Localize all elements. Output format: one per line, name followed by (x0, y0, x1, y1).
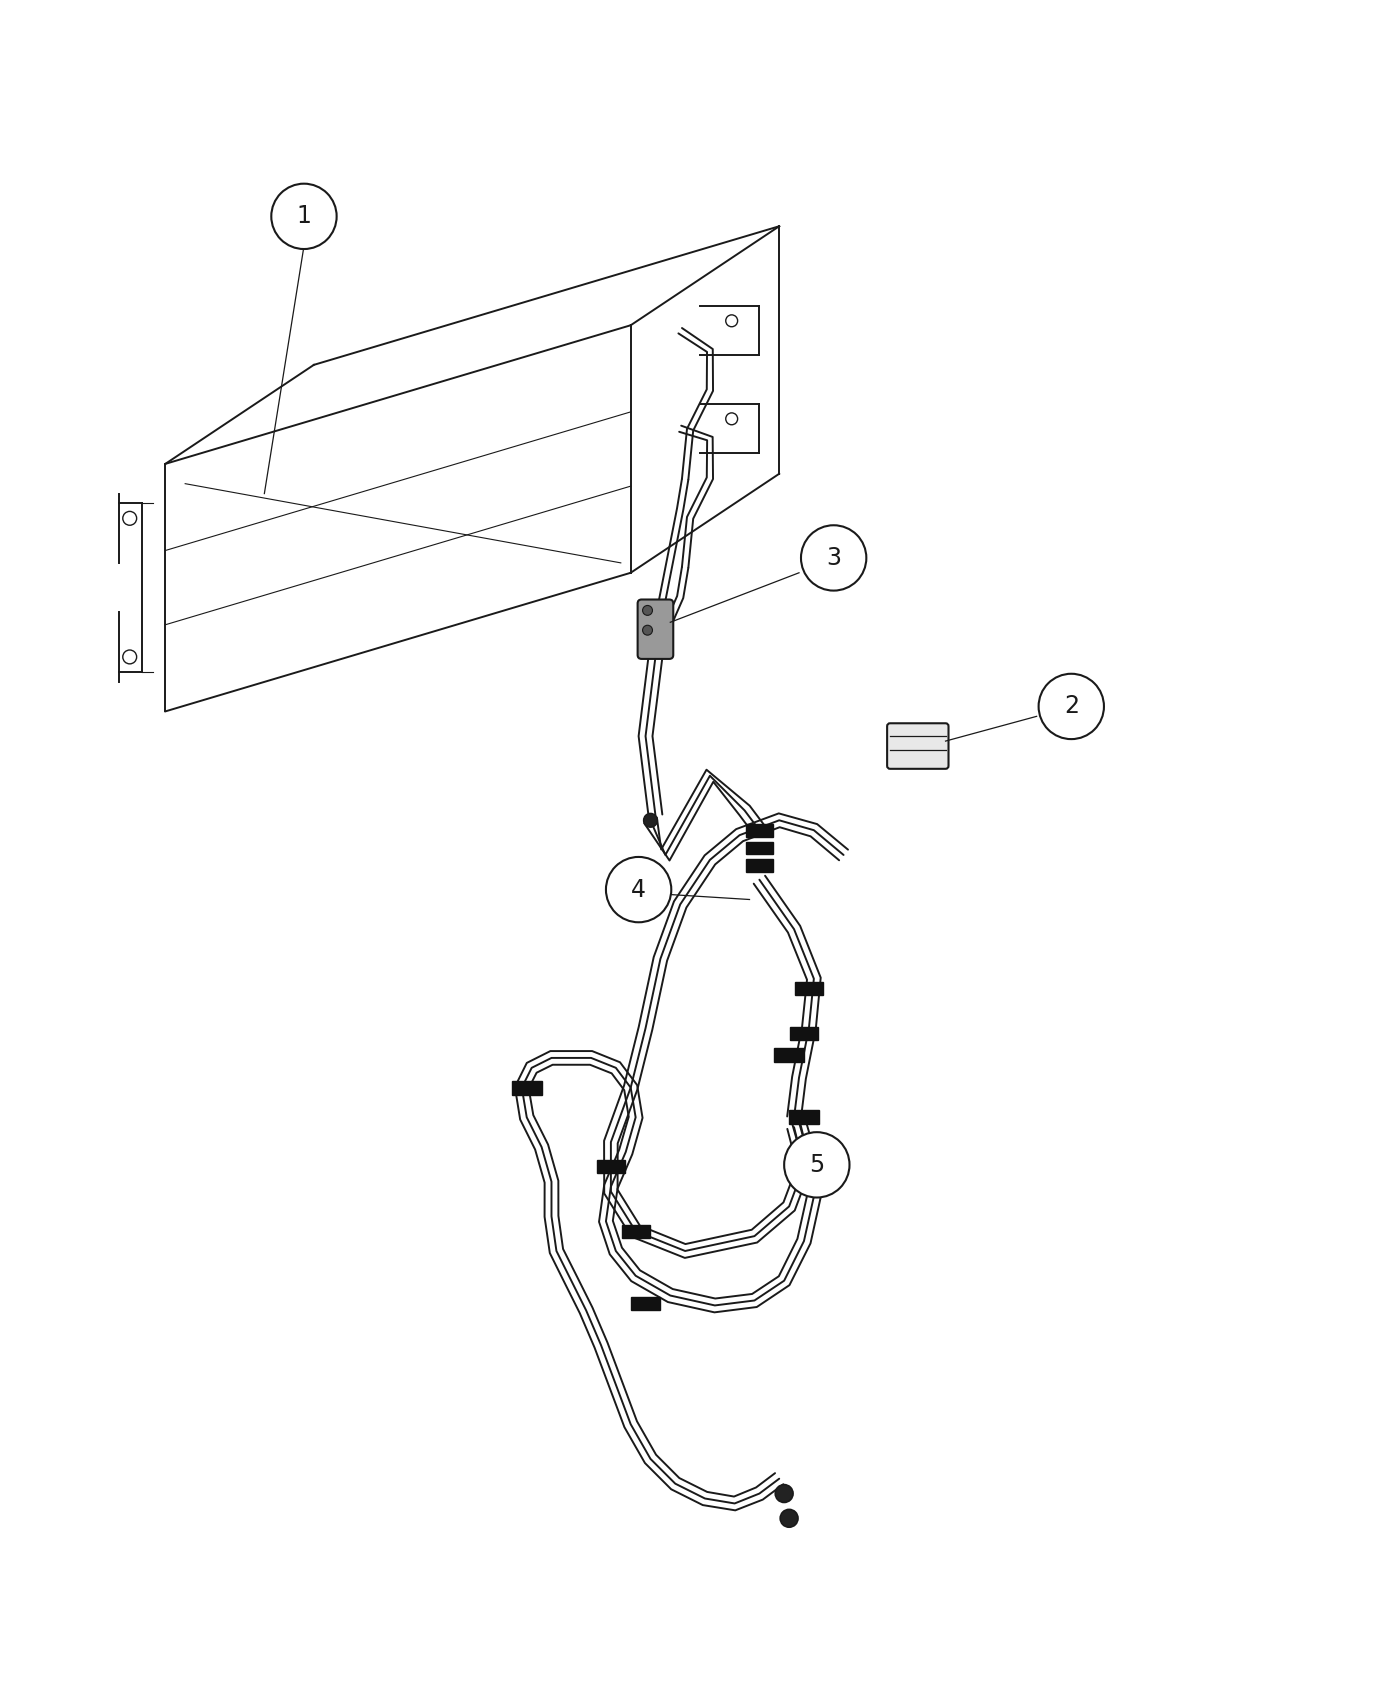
Circle shape (644, 813, 658, 828)
Bar (622, 1224, 650, 1238)
Text: 4: 4 (631, 877, 647, 901)
Bar (512, 1081, 542, 1095)
Text: 1: 1 (297, 204, 311, 228)
Bar (795, 983, 823, 994)
Bar (596, 1161, 624, 1173)
Text: 3: 3 (826, 546, 841, 570)
Text: 5: 5 (809, 1153, 825, 1176)
Circle shape (643, 626, 652, 636)
Bar (746, 842, 773, 855)
Bar (790, 1027, 818, 1040)
Bar (774, 1047, 804, 1062)
Bar (790, 1110, 819, 1124)
Circle shape (776, 1484, 792, 1503)
Circle shape (784, 1132, 850, 1197)
Circle shape (801, 525, 867, 590)
Circle shape (643, 605, 652, 615)
Circle shape (606, 857, 671, 923)
Circle shape (1039, 673, 1105, 740)
Bar (746, 824, 773, 836)
Circle shape (272, 184, 336, 248)
FancyBboxPatch shape (888, 722, 949, 768)
Bar (630, 1297, 661, 1311)
Circle shape (780, 1510, 798, 1527)
Text: 2: 2 (1064, 694, 1079, 719)
FancyBboxPatch shape (637, 600, 673, 660)
Bar (746, 860, 773, 872)
